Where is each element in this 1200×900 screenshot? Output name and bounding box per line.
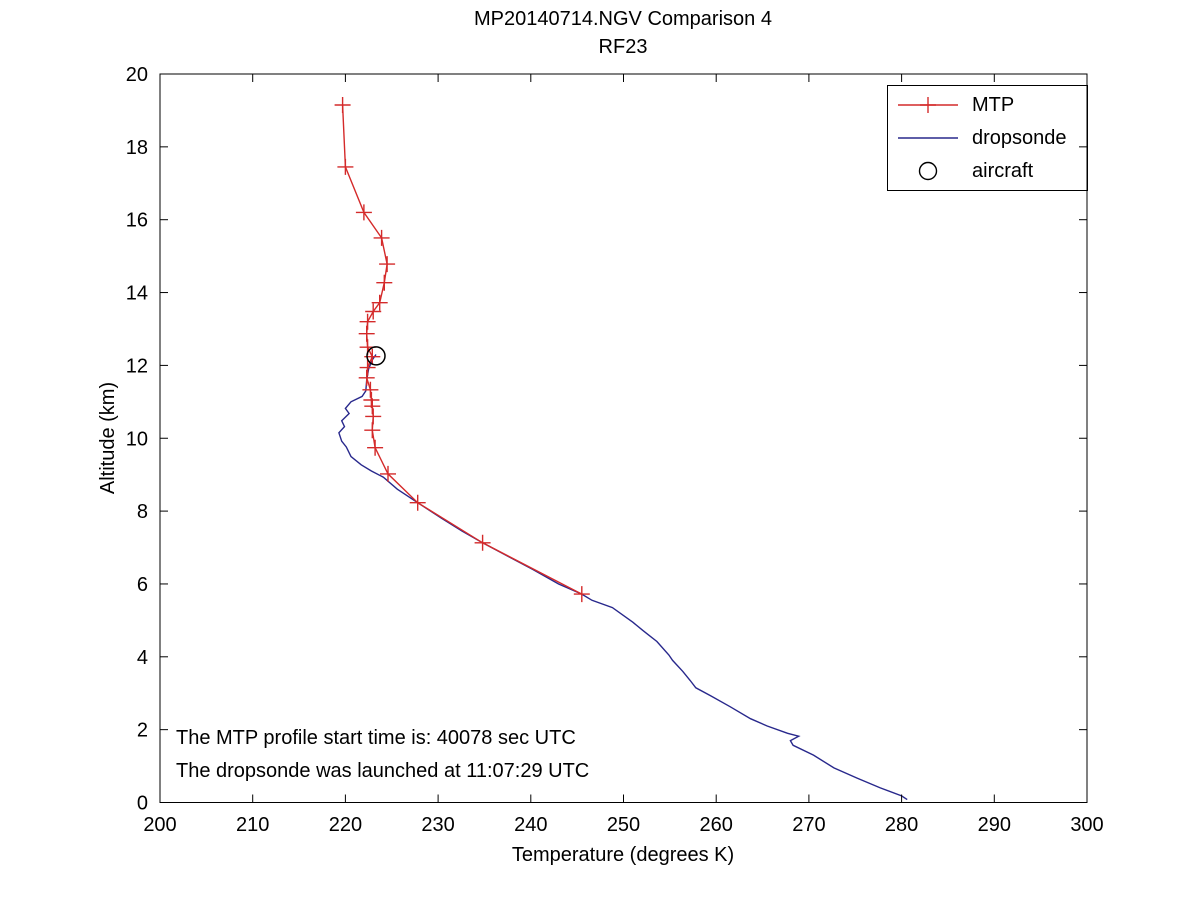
x-tick-label: 240 <box>514 814 547 836</box>
x-tick-label: 260 <box>700 814 733 836</box>
aircraft-circle-icon <box>918 161 938 181</box>
mtp-plus-marker <box>379 256 396 273</box>
y-tick-label: 2 <box>137 720 148 742</box>
legend-label-dropsonde: dropsonde <box>972 126 1067 149</box>
y-tick-label: 18 <box>126 137 148 159</box>
mtp-plus-marker <box>359 359 376 376</box>
mtp-plus-marker <box>362 381 379 398</box>
y-tick-label: 8 <box>137 501 148 523</box>
mtp-plus-marker <box>573 586 590 603</box>
y-tick-label: 4 <box>137 647 148 669</box>
mtp-plus-marker <box>373 229 390 246</box>
legend-label-aircraft: aircraft <box>972 159 1034 182</box>
mtp-plus-marker <box>474 534 491 551</box>
x-tick-label: 220 <box>329 814 362 836</box>
dropsonde-line-icon <box>898 137 958 139</box>
y-axis-label: Altitude (km) <box>97 381 119 495</box>
x-tick-label: 200 <box>143 814 176 836</box>
mtp-plus-marker <box>355 204 372 221</box>
mtp-plus-marker <box>371 294 388 311</box>
annotation-dropsonde-launch: The dropsonde was launched at 11:07:29 U… <box>176 760 590 782</box>
mtp-plus-marker <box>358 325 375 342</box>
mtp-plus-marker <box>359 313 376 330</box>
mtp-plus-marker <box>364 398 381 415</box>
series-mtp-line <box>341 104 583 595</box>
x-tick-label: 210 <box>236 814 269 836</box>
y-tick-label: 14 <box>126 283 148 305</box>
y-axis-ticks: 0 2 4 6 8 10 12 14 16 18 20 <box>126 64 1087 815</box>
y-tick-label: 20 <box>126 64 148 86</box>
chart-title: MP20140714.NGV Comparison 4 <box>474 8 772 30</box>
legend-item-mtp[interactable]: MTP <box>896 89 1087 122</box>
mtp-plus-marker <box>363 392 380 408</box>
series-dropsonde-line <box>338 354 908 801</box>
legend: MTP dropsonde aircraft <box>887 85 1088 191</box>
y-tick-label: 12 <box>126 355 148 377</box>
mtp-line-plus-icon <box>898 97 958 113</box>
mtp-plus-marker <box>376 274 393 291</box>
x-tick-label: 300 <box>1070 814 1103 836</box>
mtp-plus-marker <box>380 465 396 482</box>
y-tick-label: 0 <box>137 793 148 815</box>
x-axis-ticks: 200 210 220 230 240 250 260 270 280 290 300 <box>143 74 1104 836</box>
annotation-mtp-start-time: The MTP profile start time is: 40078 sec… <box>176 727 576 749</box>
series-dropsonde <box>338 354 908 801</box>
x-tick-label: 280 <box>885 814 918 836</box>
x-tick-label: 270 <box>792 814 825 836</box>
legend-label-mtp: MTP <box>972 93 1015 116</box>
series-aircraft <box>366 346 386 366</box>
mtp-plus-marker <box>367 439 384 456</box>
plot-frame <box>159 73 1088 803</box>
x-tick-label: 230 <box>421 814 454 836</box>
mtp-plus-marker <box>334 97 351 113</box>
x-axis-label: Temperature (degrees K) <box>511 844 735 866</box>
mtp-plus-marker <box>365 303 382 320</box>
mtp-plus-marker <box>365 408 382 425</box>
aircraft-position-marker <box>366 346 386 366</box>
mtp-plus-marker <box>409 494 426 511</box>
y-tick-label: 10 <box>126 428 148 450</box>
mtp-plus-marker <box>364 422 381 439</box>
y-tick-label: 6 <box>137 574 148 596</box>
y-tick-label: 16 <box>126 210 148 232</box>
legend-item-aircraft[interactable]: aircraft <box>896 155 1087 188</box>
x-tick-label: 290 <box>978 814 1011 836</box>
legend-item-dropsonde[interactable]: dropsonde <box>896 122 1087 155</box>
mtp-plus-marker <box>358 369 375 386</box>
chart-subtitle: RF23 <box>598 36 648 58</box>
series-mtp <box>334 97 590 603</box>
mtp-plus-marker <box>337 158 354 175</box>
x-tick-label: 250 <box>607 814 640 836</box>
